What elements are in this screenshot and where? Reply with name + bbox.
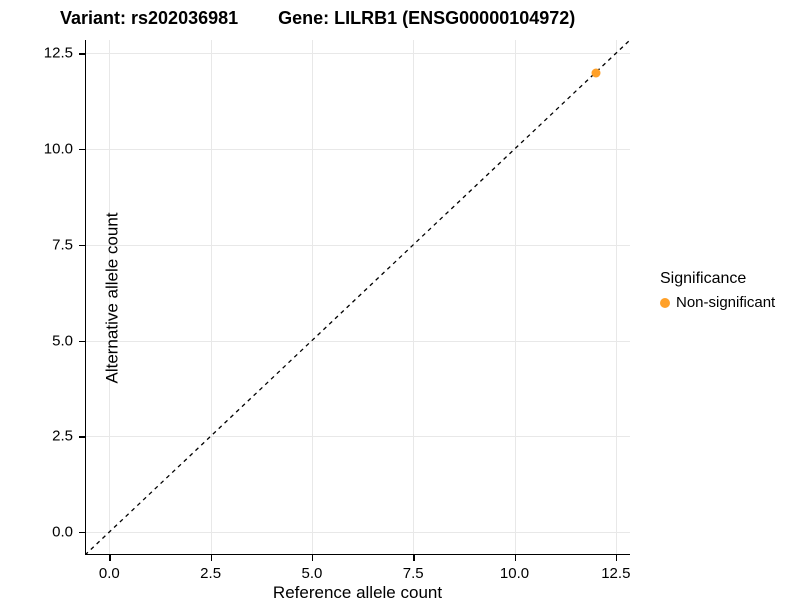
- y-tick-label: 10.0: [15, 141, 73, 158]
- x-tick-label: 2.5: [200, 565, 221, 582]
- x-tick-label: 7.5: [403, 565, 424, 582]
- y-tick-mark: [79, 149, 85, 150]
- variant-title: Variant: rs202036981: [60, 8, 238, 29]
- y-tick-label: 5.0: [15, 332, 73, 349]
- legend-items-container: Non-significant: [660, 294, 790, 311]
- y-axis-title: Alternative allele count: [103, 212, 123, 383]
- x-tick-mark: [616, 555, 617, 561]
- x-tick-label: 10.0: [500, 565, 529, 582]
- y-gridline: [85, 532, 630, 533]
- y-tick-mark: [79, 53, 85, 54]
- x-axis-title: Reference allele count: [273, 583, 442, 603]
- x-axis-line: [85, 554, 630, 555]
- data-point-non-significant[interactable]: [591, 68, 600, 77]
- y-tick-label: 2.5: [15, 428, 73, 445]
- x-tick-mark: [515, 555, 516, 561]
- y-gridline: [85, 149, 630, 150]
- y-tick-label: 7.5: [15, 236, 73, 253]
- y-gridline: [85, 53, 630, 54]
- y-axis-line: [85, 40, 86, 555]
- legend-title: Significance: [660, 270, 790, 288]
- y-gridline: [85, 245, 630, 246]
- x-tick-mark: [211, 555, 212, 561]
- y-tick-label: 0.0: [15, 524, 73, 541]
- x-gridline: [616, 40, 617, 555]
- x-tick-mark: [312, 555, 313, 561]
- gene-title: Gene: LILRB1 (ENSG00000104972): [278, 8, 575, 29]
- x-gridline: [515, 40, 516, 555]
- y-gridline: [85, 341, 630, 342]
- x-tick-label: 5.0: [301, 565, 322, 582]
- legend: Significance Non-significant: [660, 270, 790, 311]
- x-gridline: [312, 40, 313, 555]
- y-gridline: [85, 436, 630, 437]
- x-tick-label: 0.0: [99, 565, 120, 582]
- x-tick-mark: [109, 555, 110, 561]
- legend-dot-icon: [660, 298, 670, 308]
- x-tick-label: 12.5: [601, 565, 630, 582]
- chart-titles: Variant: rs202036981 Gene: LILRB1 (ENSG0…: [60, 8, 740, 29]
- scatter-plot-container: Variant: rs202036981 Gene: LILRB1 (ENSG0…: [0, 0, 800, 600]
- legend-item-non-significant[interactable]: Non-significant: [660, 294, 790, 311]
- y-tick-mark: [79, 245, 85, 246]
- x-tick-mark: [413, 555, 414, 561]
- reference-diagonal-line: [85, 40, 630, 555]
- y-tick-label: 12.5: [15, 45, 73, 62]
- y-tick-mark: [79, 532, 85, 533]
- legend-item-label: Non-significant: [676, 294, 775, 311]
- plot-area: 0.0 2.5 5.0 7.5 10.0 12.5 0.0 2.5 5.0 7.5 10.0 12.…: [85, 40, 630, 555]
- y-tick-mark: [79, 341, 85, 342]
- x-gridline: [413, 40, 414, 555]
- x-gridline: [211, 40, 212, 555]
- y-tick-mark: [79, 436, 85, 437]
